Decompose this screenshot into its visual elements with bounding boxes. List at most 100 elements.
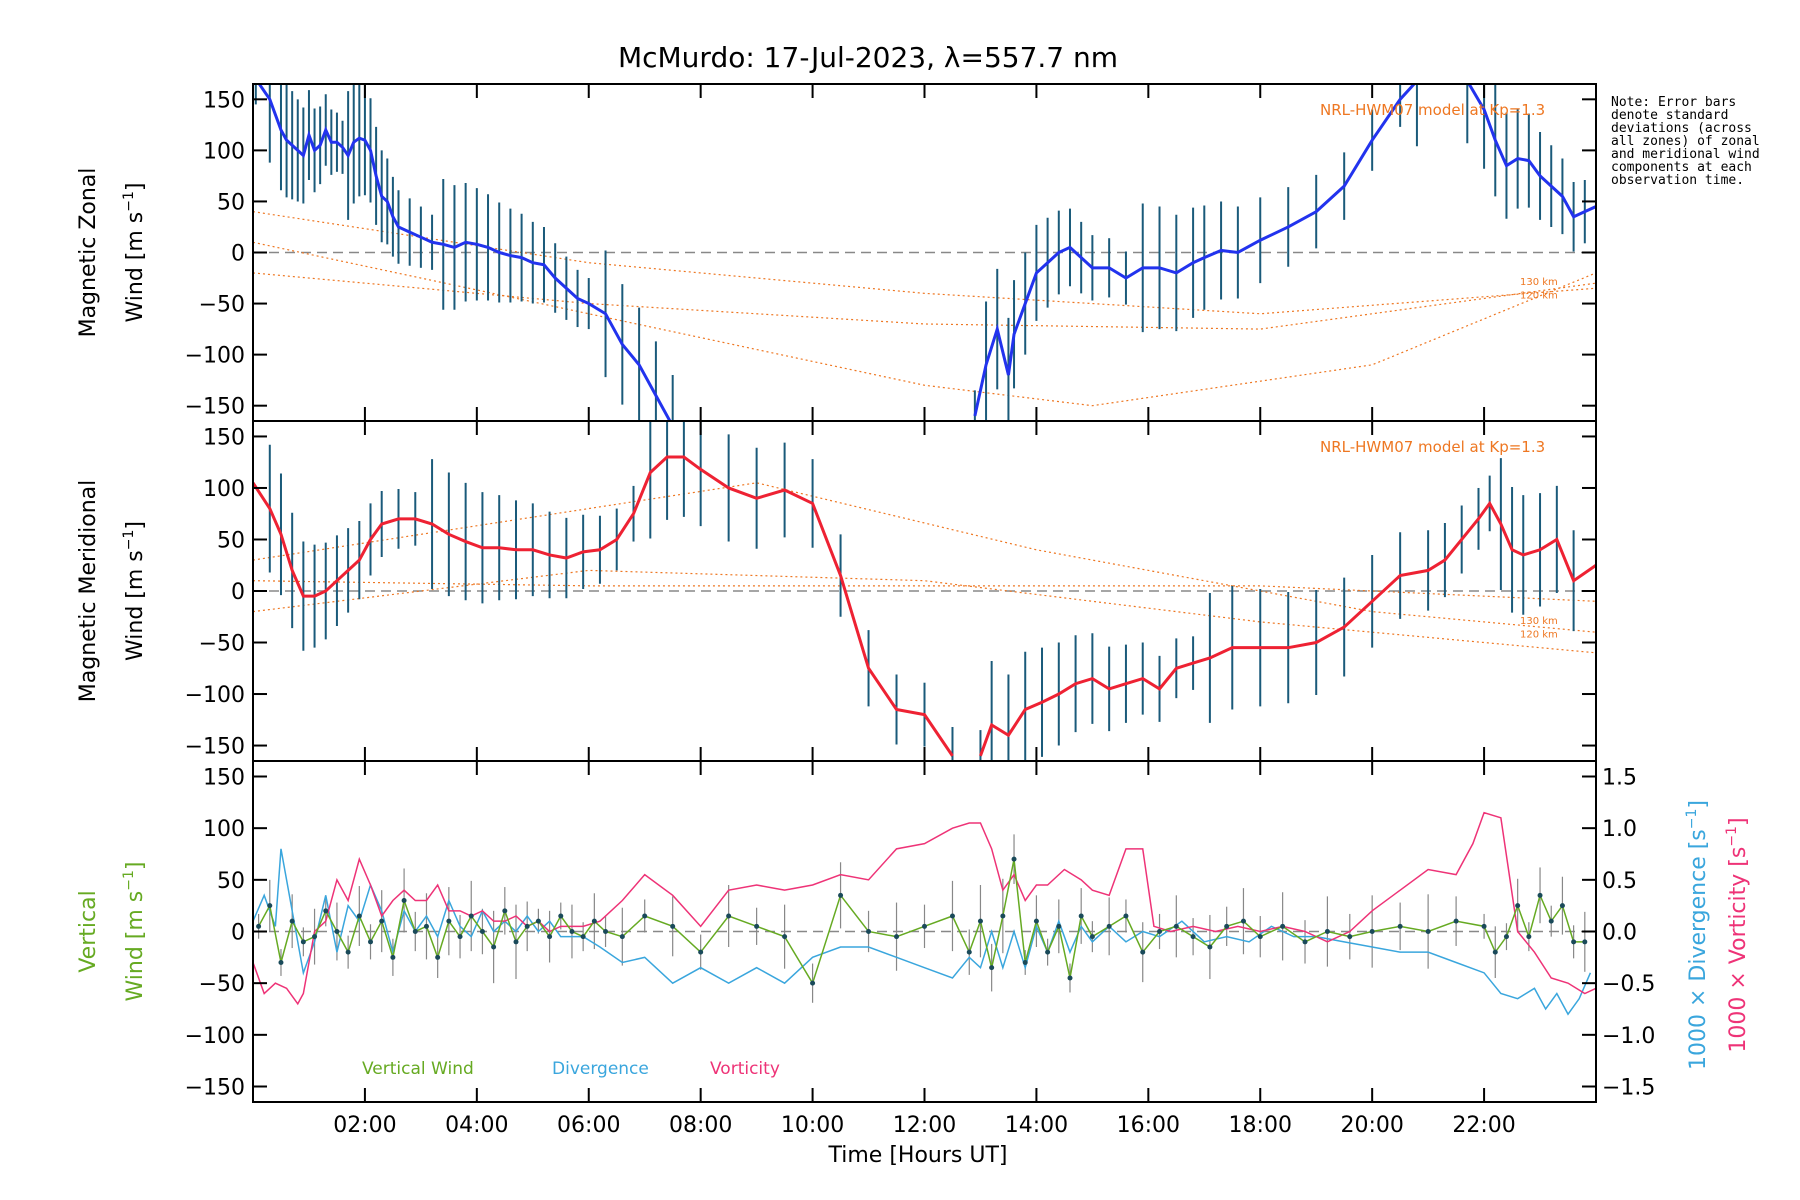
legend-vertical-wind: Vertical Wind: [362, 1059, 474, 1079]
vorticity-line: [253, 811, 1596, 1006]
vertical-wind-point: [1257, 934, 1263, 940]
right-y-tick-label: 0.0: [1602, 921, 1637, 946]
y-tick-label: 100: [203, 477, 245, 502]
y-tick-label: −100: [185, 344, 245, 369]
vertical-wind-point: [1173, 923, 1179, 929]
y-tick-label: −100: [185, 1024, 245, 1049]
y-tick-label: −50: [199, 972, 245, 997]
y-tick-label: 50: [217, 869, 245, 894]
vertical-wind-point: [300, 939, 306, 945]
meridional-wind-line: [253, 455, 954, 757]
y-axis-label-line1: Magnetic Zonal: [76, 168, 101, 338]
y-axis-label-line2: Wind [m s−1]: [121, 862, 148, 1002]
x-tick-label: 04:00: [445, 1113, 508, 1138]
vertical-wind-point: [535, 918, 541, 924]
vertical-wind-point: [1089, 934, 1095, 940]
right-y-tick-label: −1.0: [1602, 1024, 1655, 1049]
x-tick-label: 06:00: [557, 1113, 620, 1138]
zonal-wind-line: [973, 84, 1596, 417]
y-axis-label-line1: Magnetic Meridional: [76, 480, 101, 702]
x-tick-label: 12:00: [893, 1113, 956, 1138]
vertical-wind-point: [603, 929, 609, 934]
zonal-wind-line: [257, 84, 672, 421]
right-y-tick-label: −1.5: [1602, 1076, 1655, 1101]
vertical-wind-point: [1369, 929, 1375, 934]
vertical-wind-point: [810, 980, 816, 986]
y-axis-label-line2: Wind [m s−1]: [121, 521, 148, 661]
right-y-tick-label: 1.0: [1602, 817, 1637, 842]
vertical-wind-point: [591, 918, 597, 924]
right-y-tick-label: −0.5: [1602, 972, 1655, 997]
vertical-wind-point: [468, 913, 474, 919]
vertical-wind-point: [1067, 975, 1073, 981]
vertical-wind-point: [1571, 939, 1577, 945]
bracket: ]: [123, 183, 148, 192]
bracket: ]: [123, 521, 148, 530]
model-label: NRL-HWM07 model at Kp=1.3: [1320, 438, 1545, 456]
vertical-wind-point: [289, 918, 295, 924]
vertical-wind-point: [491, 944, 497, 950]
vertical-wind-point: [401, 898, 407, 903]
vertical-wind-point: [379, 918, 385, 924]
superscript: −1: [121, 870, 137, 891]
vertical-wind-point: [1515, 903, 1521, 909]
right-axis-label-vorticity: 1000 × Vorticity [s−1]: [1724, 817, 1751, 1052]
x-tick-label: 22:00: [1452, 1113, 1515, 1138]
bracket: ]: [1726, 817, 1751, 826]
vertical-wind-point: [1011, 856, 1017, 862]
model-altitude-label: 130 km: [1520, 277, 1558, 288]
model-label: NRL-HWM07 model at Kp=1.3: [1320, 101, 1545, 119]
vertical-wind-point: [558, 913, 564, 919]
right-y-tick-label: 1.5: [1602, 766, 1637, 791]
y-tick-label: 0: [231, 580, 245, 605]
y-tick-label: 150: [203, 766, 245, 791]
chart-title: McMurdo: 17-Jul-2023, λ=557.7 nm: [618, 41, 1118, 74]
vertical-wind-point: [412, 929, 418, 934]
vertical-wind-point: [1453, 918, 1459, 924]
model-curve: [253, 569, 1596, 654]
vertical-wind-point: [1302, 939, 1308, 945]
vertical-wind-point: [1140, 949, 1146, 955]
vertical-wind-point: [547, 934, 553, 940]
y-axis-label-line2: Wind [m s−1]: [121, 183, 148, 323]
vertical-wind-point: [782, 934, 788, 940]
vertical-wind-point: [754, 923, 760, 929]
vertical-wind-point: [670, 923, 676, 929]
vertical-wind-point: [966, 949, 972, 955]
y-tick-label: 50: [217, 528, 245, 553]
y-tick-label: 0: [231, 242, 245, 267]
vertical-wind-point: [1000, 913, 1006, 919]
vertical-wind-point: [949, 913, 955, 919]
y-tick-label: 50: [217, 190, 245, 215]
vertical-wind-point: [642, 913, 648, 919]
vertical-wind-point: [1397, 923, 1403, 929]
vertical-wind-point: [1224, 923, 1230, 929]
model-curve: [253, 482, 1596, 633]
bracket: ]: [123, 862, 148, 871]
vertical-wind-point: [356, 913, 362, 919]
y-tick-label: −150: [185, 1076, 245, 1101]
vertical-wind-point: [1559, 903, 1565, 909]
vertical-wind-point: [1045, 949, 1051, 955]
vertical-wind-point: [513, 939, 519, 945]
meridional-wind-line: [979, 500, 1596, 757]
x-tick-label: 16:00: [1117, 1113, 1180, 1138]
vertical-wind-point: [390, 954, 396, 960]
vertical-wind-point: [323, 908, 329, 914]
y-tick-label: 150: [203, 88, 245, 113]
superscript: −1: [1724, 826, 1740, 847]
vertical-wind-point: [435, 954, 441, 960]
vertical-wind-point: [446, 918, 452, 924]
panel-meridional-plot: [253, 421, 1596, 761]
vertical-wind-point: [698, 949, 704, 955]
superscript: −1: [121, 530, 137, 551]
vertical-wind-point: [368, 939, 374, 945]
vertical-wind-point: [1481, 923, 1487, 929]
vertical-wind-point: [1503, 934, 1509, 940]
vertical-wind-point: [866, 929, 872, 934]
vertical-wind-point: [838, 892, 844, 898]
vertical-wind-point: [1240, 918, 1246, 924]
panel-zonal-plot: [253, 84, 1596, 421]
